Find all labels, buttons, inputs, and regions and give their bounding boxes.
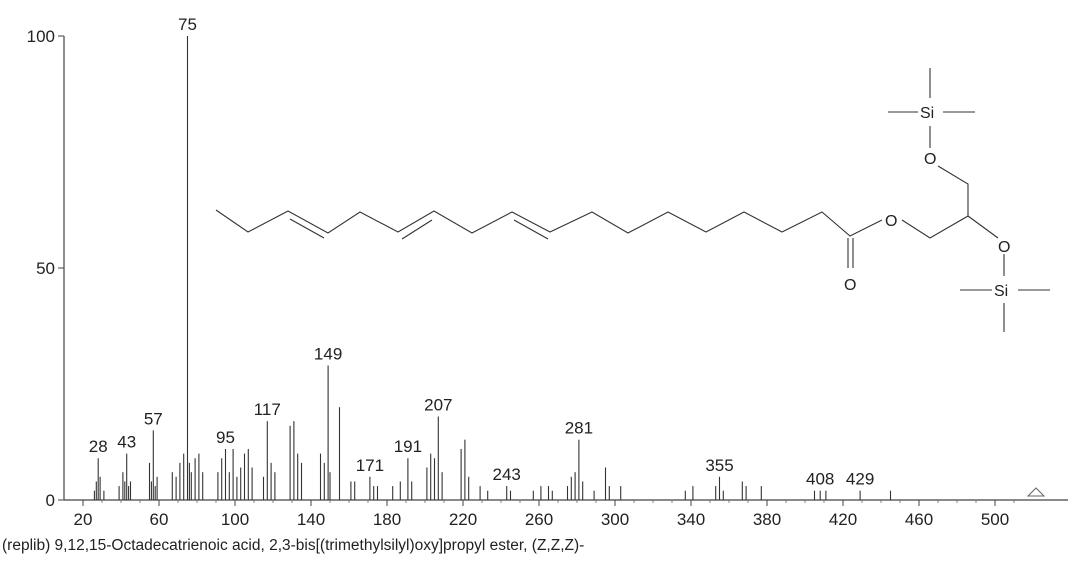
- peak-label: 171: [356, 456, 384, 475]
- peak-label: 28: [89, 437, 108, 456]
- peak-label: 117: [254, 400, 281, 419]
- peak-label: 243: [493, 465, 521, 484]
- peak-label: 207: [424, 395, 452, 414]
- molecule-structure: [215, 68, 1050, 332]
- peak-label: 355: [705, 456, 733, 475]
- x-ticks: 20 60 100 140 180 220 260 300 340 380 420 460 500: [74, 500, 1015, 529]
- peak-label: 281: [565, 419, 593, 438]
- x-tick-label: 260: [525, 510, 553, 529]
- x-tick-label: 500: [981, 510, 1009, 529]
- x-tick-label: 380: [753, 510, 781, 529]
- peak-label: 408: [806, 470, 834, 489]
- o-top-label: O: [924, 151, 936, 168]
- peak-label: 57: [144, 409, 163, 428]
- double-bond-1: [289, 218, 325, 239]
- si-top-label: Si: [920, 105, 934, 122]
- x-tick-label: 60: [150, 510, 169, 529]
- x-tick-label: 180: [373, 510, 401, 529]
- peak-label: 95: [216, 428, 235, 447]
- ch-o-mid-bond: [967, 215, 999, 239]
- axis-end-marker: [1026, 487, 1046, 497]
- y-tick-label: 0: [46, 491, 55, 510]
- o-mid-label: O: [998, 239, 1010, 256]
- y-ticks: 0 50 100: [27, 27, 64, 510]
- x-tick-label: 140: [297, 510, 325, 529]
- peak-label: 43: [117, 433, 136, 452]
- x-tick-label: 460: [905, 510, 933, 529]
- double-bond-3: [513, 219, 549, 240]
- x-tick-label: 340: [677, 510, 705, 529]
- peak-label: 429: [846, 470, 874, 489]
- y-tick-label: 100: [27, 27, 55, 46]
- peaks: [93, 36, 892, 500]
- peak-label: 149: [314, 344, 342, 363]
- fatty-acid-chain: [215, 209, 883, 237]
- peak-labels: 28 43 57 75 95 117 149 171 191 207 243 281 355 408 429: [89, 15, 875, 489]
- peak-label: 75: [178, 15, 197, 34]
- x-tick-label: 20: [74, 510, 93, 529]
- o-ester-label: O: [885, 213, 897, 230]
- x-tick-label: 420: [829, 510, 857, 529]
- peak-label: 191: [394, 437, 422, 456]
- glycerol-chain: [901, 165, 969, 239]
- x-tick-label: 100: [221, 510, 249, 529]
- structure-atoms: Si O O O O Si: [844, 105, 1010, 300]
- o-carbonyl-label: O: [844, 277, 856, 294]
- x-tick-label: 220: [449, 510, 477, 529]
- x-tick-label: 300: [601, 510, 629, 529]
- compound-caption: (replib) 9,12,15-Octadecatrienoic acid, …: [2, 537, 585, 554]
- double-bond-2: [401, 219, 433, 240]
- si-bottom-label: Si: [994, 283, 1008, 300]
- y-tick-label: 50: [36, 259, 55, 278]
